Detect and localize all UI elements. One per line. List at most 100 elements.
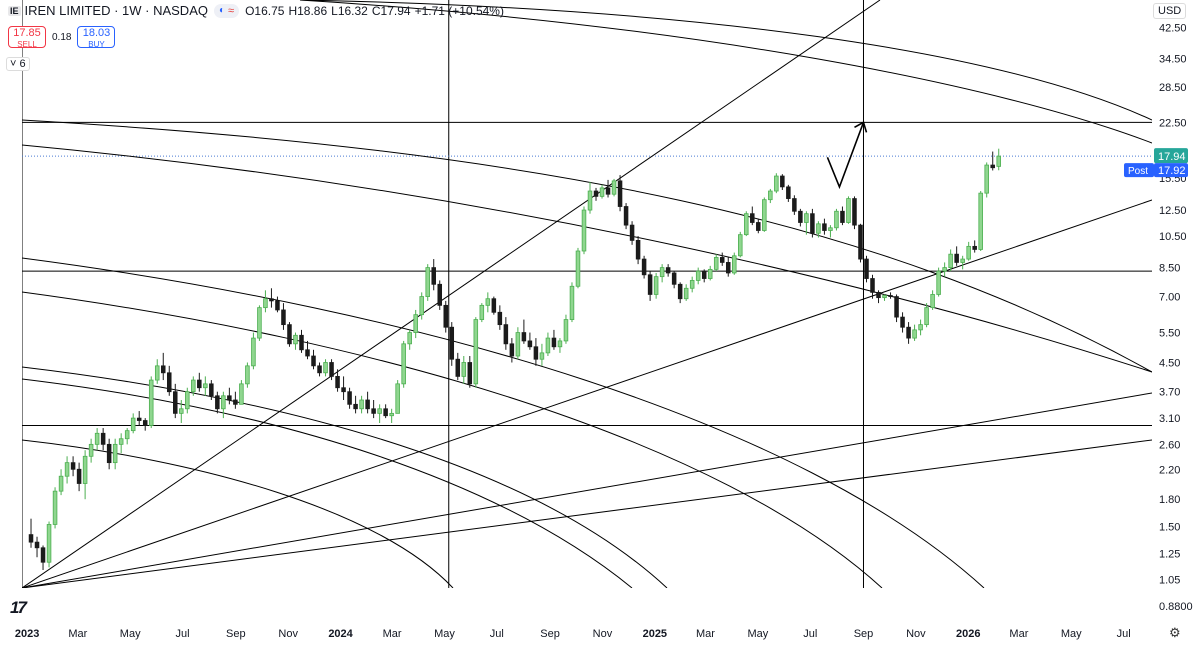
candle[interactable]	[599, 184, 605, 199]
candle[interactable]	[948, 249, 953, 272]
candle[interactable]	[792, 195, 797, 215]
candle[interactable]	[960, 255, 965, 270]
candle[interactable]	[774, 173, 779, 194]
candle[interactable]	[924, 303, 929, 328]
candle[interactable]	[780, 174, 785, 190]
candle[interactable]	[46, 521, 52, 568]
candle[interactable]	[100, 428, 106, 451]
candle[interactable]	[882, 294, 887, 301]
candle[interactable]	[515, 327, 521, 360]
sell-button[interactable]: 17.85 SELL	[8, 26, 46, 49]
candle[interactable]	[239, 380, 244, 405]
gann-fan-line[interactable]	[22, 199, 1152, 588]
candle[interactable]	[82, 450, 88, 500]
candle[interactable]	[383, 404, 388, 419]
candle[interactable]	[455, 352, 461, 381]
candle[interactable]	[575, 247, 581, 289]
candle[interactable]	[894, 294, 899, 323]
candle[interactable]	[191, 376, 196, 396]
candle[interactable]	[118, 433, 124, 454]
candle[interactable]	[353, 395, 358, 414]
candle[interactable]	[990, 151, 995, 171]
candle[interactable]	[479, 303, 485, 323]
candle[interactable]	[593, 187, 599, 201]
candle[interactable]	[677, 282, 683, 304]
candle[interactable]	[786, 184, 791, 202]
candle[interactable]	[335, 369, 340, 392]
candle[interactable]	[173, 383, 178, 419]
candle[interactable]	[533, 338, 539, 366]
candle[interactable]	[906, 322, 911, 344]
candle[interactable]	[179, 399, 184, 423]
candle[interactable]	[888, 292, 893, 299]
candle[interactable]	[840, 206, 845, 226]
candle[interactable]	[581, 206, 587, 255]
candle[interactable]	[419, 292, 424, 320]
candle[interactable]	[701, 269, 707, 283]
time-axis[interactable]: 2023 Mar May Jul Sep Nov 2024 Mar May Jul Sep Nov 20…	[15, 628, 1131, 640]
candle[interactable]	[443, 300, 449, 333]
candle[interactable]	[227, 387, 232, 405]
candle[interactable]	[671, 271, 677, 289]
indicators-toggle[interactable]: ˅ 6	[6, 57, 30, 71]
session-badges[interactable]: ◐ ≈	[213, 3, 240, 18]
candle[interactable]	[58, 469, 64, 496]
candle[interactable]	[744, 211, 749, 237]
currency-selector[interactable]: USD	[1153, 3, 1187, 19]
candle[interactable]	[635, 236, 641, 265]
candle[interactable]	[996, 148, 1001, 171]
candle[interactable]	[197, 372, 202, 392]
candle[interactable]	[395, 380, 400, 414]
candle[interactable]	[551, 329, 557, 350]
candle[interactable]	[64, 456, 70, 484]
candle[interactable]	[756, 218, 761, 234]
candle[interactable]	[539, 343, 545, 366]
candle[interactable]	[112, 438, 118, 470]
candle[interactable]	[281, 303, 286, 330]
candle[interactable]	[329, 359, 334, 381]
candle[interactable]	[918, 319, 923, 336]
candle[interactable]	[467, 356, 473, 388]
fib-arc[interactable]	[22, 291, 883, 588]
candle[interactable]	[389, 408, 394, 423]
candle[interactable]	[449, 322, 455, 366]
candle[interactable]	[629, 221, 635, 245]
candle[interactable]	[569, 282, 575, 323]
gann-fan-line[interactable]	[22, 0, 881, 588]
candle[interactable]	[834, 208, 839, 231]
candle[interactable]	[912, 324, 917, 341]
candle[interactable]	[972, 240, 977, 253]
candle[interactable]	[323, 359, 328, 377]
candle[interactable]	[768, 188, 773, 204]
candle[interactable]	[203, 376, 208, 396]
candle[interactable]	[707, 265, 713, 281]
candle[interactable]	[731, 252, 737, 275]
candle[interactable]	[557, 338, 563, 353]
candle[interactable]	[750, 206, 755, 226]
candle[interactable]	[130, 413, 136, 434]
candle[interactable]	[317, 362, 322, 377]
candle[interactable]	[407, 329, 412, 350]
candle[interactable]	[587, 181, 593, 214]
candle[interactable]	[725, 257, 731, 277]
candle[interactable]	[371, 399, 376, 419]
candle[interactable]	[413, 309, 418, 339]
candle[interactable]	[221, 391, 226, 419]
candle[interactable]	[864, 255, 869, 283]
candle[interactable]	[94, 428, 100, 451]
candle[interactable]	[858, 223, 863, 263]
candle[interactable]	[185, 387, 190, 414]
candle[interactable]	[209, 380, 214, 400]
candle[interactable]	[695, 267, 701, 285]
candle[interactable]	[341, 376, 346, 400]
fib-arc[interactable]	[22, 378, 633, 588]
fib-arc[interactable]	[299, 0, 1152, 144]
candle[interactable]	[275, 296, 280, 313]
candle[interactable]	[521, 319, 527, 344]
candle[interactable]	[497, 305, 503, 330]
fib-arc[interactable]	[22, 366, 668, 588]
candle[interactable]	[305, 340, 310, 360]
candle[interactable]	[40, 545, 46, 571]
candle[interactable]	[822, 218, 827, 235]
